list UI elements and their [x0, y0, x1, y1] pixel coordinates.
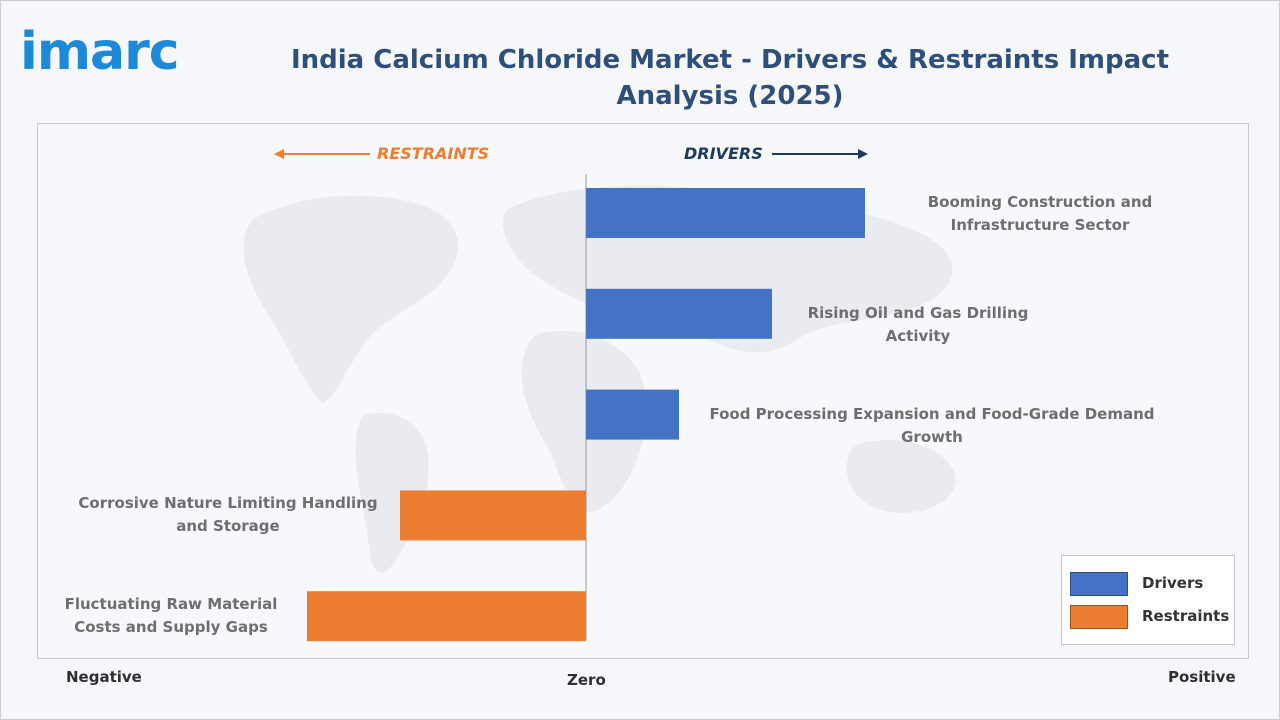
chart-title: India Calcium Chloride Market - Drivers …	[290, 45, 1170, 111]
bar-label-raw-material: Fluctuating Raw Material Costs and Suppl…	[64, 595, 278, 636]
bar-label-oil-gas: Rising Oil and Gas Drilling Activity	[807, 304, 1029, 345]
bar-booming-construction-and-infrastructure-sector	[586, 188, 865, 238]
legend-swatch-drivers	[1070, 572, 1128, 596]
axis-label-positive: Positive	[1168, 668, 1236, 686]
imarc-logo: imarc	[20, 22, 210, 82]
drivers-direction-label: DRIVERS	[684, 144, 763, 163]
bar-rising-oil-and-gas-drilling-activity	[586, 288, 772, 339]
plot-area	[37, 123, 1249, 659]
legend-label-restraints: Restraints	[1142, 607, 1230, 625]
bar-fluctuating-raw-material-costs-and-supply-gaps	[307, 591, 586, 642]
bar-chart	[307, 174, 865, 642]
drivers-arrow-icon	[772, 149, 868, 159]
bar-food-processing-expansion-and-food-grade-demand-growth	[586, 389, 679, 440]
bar-label-food-processing: Food Processing Expansion and Food-Grade…	[709, 405, 1155, 446]
bar-corrosive-nature-limiting-handling-and-storage	[400, 490, 586, 541]
logo-text: imarc	[20, 22, 180, 82]
legend-swatch-restraints	[1070, 605, 1128, 629]
bar-label-corrosive: Corrosive Nature Limiting Handling and S…	[78, 494, 378, 535]
restraints-direction-label: RESTRAINTS	[377, 144, 490, 163]
axis-label-negative: Negative	[66, 668, 142, 686]
bar-label-construction: Booming Construction and Infrastructure …	[927, 193, 1153, 234]
axis-label-zero: Zero	[567, 671, 606, 689]
legend: Drivers Restraints	[1061, 555, 1235, 645]
legend-label-drivers: Drivers	[1142, 574, 1204, 592]
restraints-arrow-icon	[274, 149, 370, 159]
